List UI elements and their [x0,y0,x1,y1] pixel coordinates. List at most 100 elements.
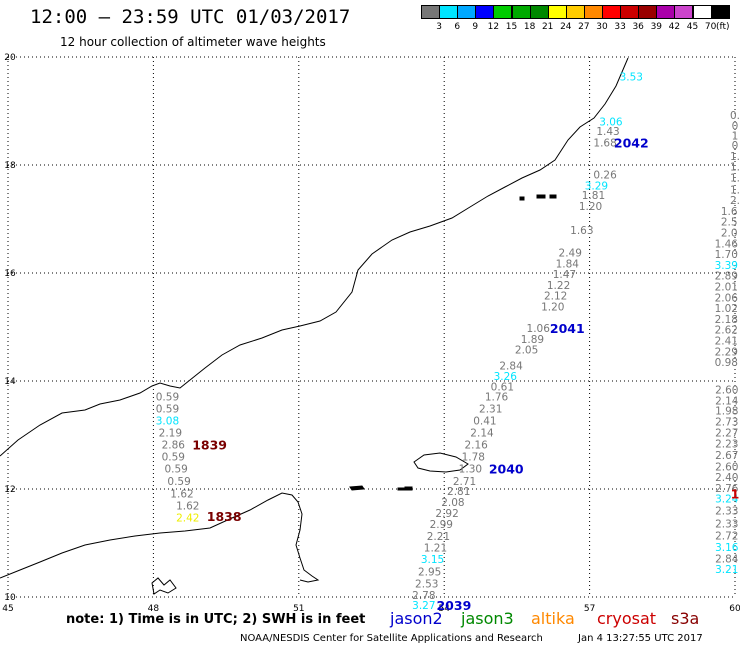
wave-height-value: 0.59 [156,404,179,416]
coastline-arabia [0,57,629,457]
wave-height-value: 3.27 [412,600,435,612]
coastline-kuria-muria [519,194,557,201]
wave-height-value: 1.6 [721,206,738,218]
wave-height-value: 0.98 [715,357,738,369]
wave-height-value: 1.68 [593,137,616,149]
scale-tick-label: 24 [560,22,572,32]
wave-height-value: 0 [732,140,739,152]
pass-number-label: 1 [731,486,740,501]
footer-credit: NOAA/NESDIS Center for Satellite Applica… [240,633,543,644]
wave-height-value: 2.60 [715,461,738,473]
wave-height-value: 2.12 [544,291,567,303]
wave-height-value: 3.08 [156,415,179,427]
wave-height-value: 1.81 [582,190,605,202]
wave-height-value: 0.59 [162,452,185,464]
wave-height-value: 1.63 [570,225,593,237]
wave-height-value: 3.53 [620,71,643,83]
wave-height-value: 2.78 [412,590,435,602]
wave-height-value: 2. [730,195,740,207]
coastline [0,57,629,595]
satellite-pass-labels: 2042 2041 2040 2039 1839 1838 1 [192,135,739,613]
legend-item-s3a: s3a [671,609,700,628]
map-subtitle: 12 hour collection of altimeter wave hei… [60,35,326,49]
wave-height-value: 2.27 [715,427,738,439]
wave-height-value: 0.59 [167,476,190,488]
wave-height-value: 3.21 [715,564,738,576]
wave-height-value: 2.21 [427,531,450,543]
wave-height-value: 2.67 [715,450,738,462]
footer-timestamp: Jan 4 13:27:55 UTC 2017 [578,633,703,644]
lat-tick-label: 10 [4,593,16,603]
wave-height-value: 2.71 [453,476,476,488]
wave-height-value: 0. [730,110,740,122]
scale-swatch [710,5,730,19]
pass-number-label: 2040 [489,461,524,476]
wave-height-value: 2.49 [559,247,582,259]
lon-tick-label: 57 [584,604,595,614]
legend-item-cryosat: cryosat [597,609,657,628]
coastline-detail [151,577,177,595]
wave-height-value: 2.62 [715,325,738,337]
wave-height-value: 1.20 [541,301,564,313]
lat-tick-label: 12 [4,485,15,495]
wave-height-value: 2.73 [715,417,738,429]
wave-height-value: 1.21 [424,542,447,554]
legend-item-altika: altika [531,609,575,628]
wave-height-value: 2.16 [464,440,488,452]
wave-height-value: 2.5 [721,217,738,229]
wave-height-value: 2.14 [470,427,494,439]
wave-height-value: 1.78 [462,452,485,464]
wave-height-value: 0.59 [164,463,187,475]
wave-height-value: 0 [732,121,739,133]
wave-height-value: 3.16 [715,542,739,554]
wave-height-value: 2.76 [715,483,739,495]
wave-height-value: 1.62 [176,501,199,513]
wave-height-value: 0.26 [593,170,617,182]
wave-height-value: 1.46 [715,238,739,250]
coastline-somalia [0,492,320,583]
wave-height-value: 2.89 [715,271,738,283]
wave-height-readings: 0.590.593.082.192.860.590.590.591.621.62… [156,71,740,612]
lat-tick-label: 14 [4,377,16,387]
wave-height-value: 2.72 [715,530,738,542]
lon-tick-label: 54 [438,604,450,614]
lat-tick-label: 20 [4,53,16,63]
scale-tick-label: 27 [578,22,590,32]
wave-height-value: 3.39 [715,260,738,272]
wave-height-value: 1.98 [715,406,738,418]
pass-number-label: 1839 [192,438,227,453]
wave-height-value: 2.41 [715,336,738,348]
pass-number-label: 1838 [207,509,242,524]
pass-number-label: 2041 [550,321,585,336]
wave-height-value: 2.33 [715,506,738,518]
lon-tick-label: 60 [729,604,740,614]
wave-height-value: 2.08 [441,497,464,509]
wave-height-value: 1. [730,162,740,174]
wave-height-value: 1.02 [715,303,738,315]
wave-height-value: 1. [730,184,740,196]
wave-height-value: 2.0 [721,228,738,240]
scale-tick-label: 3 [436,22,442,32]
wave-height-value: 2.29 [715,346,738,358]
wave-height-value: 2.18 [715,314,738,326]
scale-tick-label: 42 [668,22,681,32]
scale-unit-label: (ft) [716,22,730,32]
wave-height-value: 2.86 [162,440,186,452]
wave-height-value: 2.05 [515,345,538,357]
wave-height-value: 2.01 [715,282,738,294]
map-title: 12:00 – 23:59 UTC 01/03/2017 [30,6,351,28]
wave-height-value: 0.59 [156,392,179,404]
wave-height-value: 1.89 [521,334,544,346]
wave-height-value: 2.60 [715,385,738,397]
wave-height-value: 2.33 [715,519,738,531]
wave-height-value: 1.76 [485,392,509,404]
scale-tick-label: 12 [487,22,500,32]
lon-tick-label: 48 [148,604,160,614]
wave-height-value: 3.29 [585,181,608,193]
wave-height-value: 2.42 [176,513,199,525]
wave-height-value: 3.24 [715,494,739,506]
wave-height-value: 3.26 [494,371,518,383]
wave-height-value: 1.43 [596,126,619,138]
lat-tick-label: 16 [4,269,16,279]
